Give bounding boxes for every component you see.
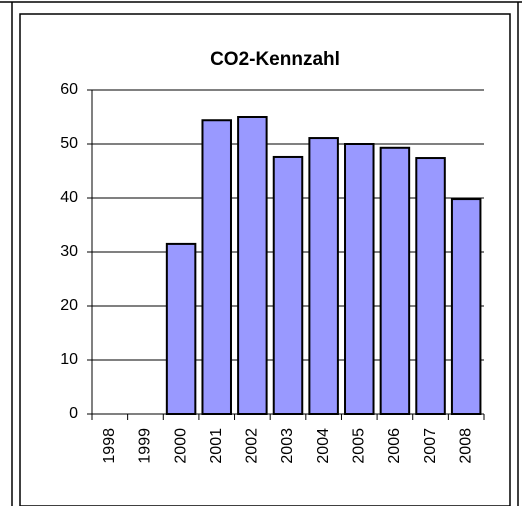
y-tick-label: 30 (60, 243, 78, 260)
y-tick-label: 20 (60, 297, 78, 314)
bar (450, 198, 482, 415)
x-tick-label: 2005 (350, 428, 367, 464)
bar (415, 157, 446, 415)
x-tick-label: 2003 (279, 428, 296, 464)
x-tick-label: 2001 (208, 428, 225, 464)
bar (344, 143, 375, 415)
bar (308, 137, 339, 415)
x-tick-label: 2000 (172, 428, 189, 464)
x-tick-label: 2002 (244, 428, 261, 464)
y-tick-label: 60 (60, 81, 78, 98)
y-tick-label: 10 (60, 351, 78, 368)
bar (201, 119, 232, 416)
y-tick-label: 40 (60, 189, 78, 206)
bar (272, 155, 304, 416)
x-tick-label: 2004 (315, 428, 332, 464)
x-tick-label: 1998 (101, 428, 118, 464)
x-tick-label: 2007 (422, 428, 439, 464)
x-tick-label: 2008 (457, 428, 474, 464)
bar (237, 116, 268, 415)
chart-title: CO2-Kennzahl (210, 49, 340, 70)
y-tick-label: 50 (60, 135, 78, 152)
chart-border (19, 13, 511, 506)
x-tick-label: 2006 (386, 428, 403, 464)
bar (165, 242, 197, 415)
x-tick-label: 1999 (137, 428, 154, 464)
bar (379, 146, 411, 415)
y-tick-label: 0 (69, 405, 78, 422)
